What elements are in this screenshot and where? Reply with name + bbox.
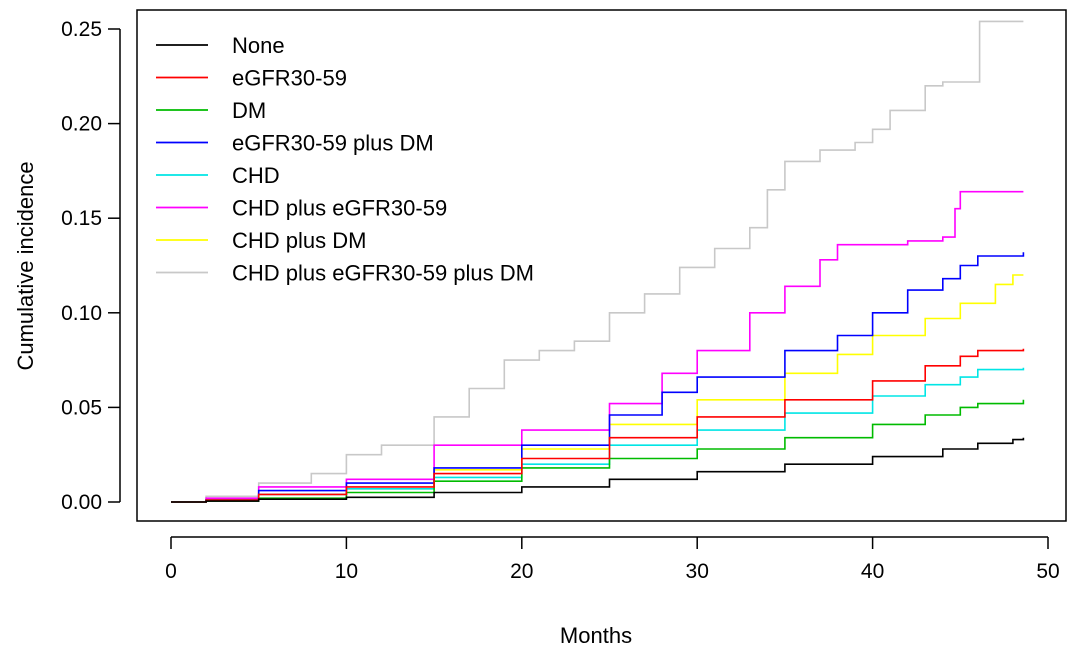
- x-tick-label: 40: [861, 560, 884, 583]
- series-line-0: [171, 437, 1025, 503]
- y-tick-label: 0.25: [61, 18, 102, 41]
- series-line-7: [171, 20, 1024, 503]
- y-axis-title: Cumulative incidence: [13, 161, 38, 370]
- series-lines: [171, 20, 1025, 503]
- y-tick-label: 0.15: [61, 207, 102, 230]
- y-tick-label: 0.05: [61, 396, 102, 419]
- x-axis-ticks: 0 10 20 30 40 50: [165, 537, 1060, 583]
- x-tick-label: 30: [686, 560, 709, 583]
- x-axis-title: Months: [560, 623, 632, 648]
- series-line-2: [171, 399, 1025, 503]
- x-tick-label: 10: [335, 560, 358, 583]
- series-line-4: [171, 367, 1025, 503]
- legend-label: CHD: [232, 163, 280, 188]
- plot-frame: [136, 9, 1067, 522]
- x-tick-label: 20: [510, 560, 533, 583]
- y-tick-label: 0.00: [61, 491, 102, 514]
- y-tick-label: 0.20: [61, 113, 102, 136]
- legend-label: CHD plus eGFR30-59: [232, 196, 447, 221]
- legend-label: None: [232, 33, 285, 58]
- y-tick-label: 0.10: [61, 302, 102, 325]
- x-tick-label: 0: [165, 560, 177, 583]
- y-axis-ticks: 0.00 0.05 0.10 0.15 0.20 0.25: [61, 18, 120, 514]
- series-line-1: [171, 348, 1025, 503]
- legend-label: DM: [232, 98, 266, 123]
- legend-label: eGFR30-59: [232, 66, 347, 91]
- legend: None eGFR30-59 DM eGFR30-59 plus DM CHD CHD p…: [156, 33, 534, 286]
- legend-label: eGFR30-59 plus DM: [232, 131, 434, 156]
- legend-label: CHD plus DM: [232, 228, 366, 253]
- x-tick-label: 50: [1036, 560, 1059, 583]
- legend-label: CHD plus eGFR30-59 plus DM: [232, 261, 534, 286]
